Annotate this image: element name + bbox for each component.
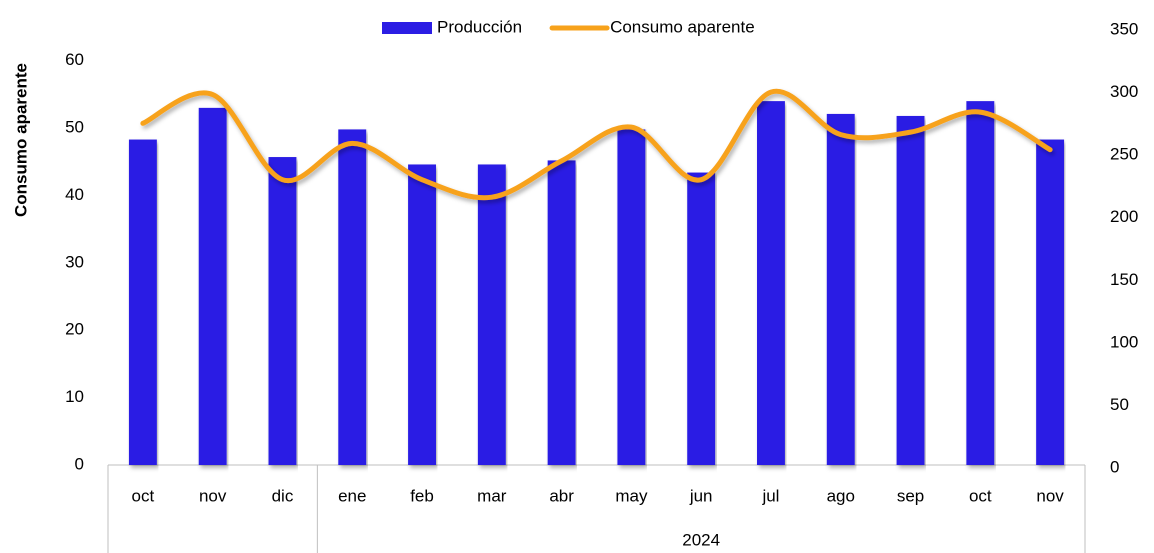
x-tick-label: feb — [410, 486, 434, 505]
y-tick-label: 30 — [65, 252, 84, 271]
bar — [198, 107, 227, 465]
bar — [687, 172, 716, 465]
x-tick-label: oct — [132, 486, 155, 505]
bar — [757, 101, 785, 465]
bar — [268, 157, 297, 465]
bar — [896, 115, 925, 465]
x-tick-label: jun — [689, 486, 713, 505]
y2-tick-label: 100 — [1110, 332, 1138, 351]
bar — [128, 139, 157, 466]
x-tick-label: jul — [761, 486, 779, 505]
bar — [408, 164, 436, 466]
legend-label: Producción — [437, 17, 522, 36]
x-tick-label: ene — [338, 486, 366, 505]
y2-tick-label: 50 — [1110, 395, 1129, 414]
y2-tick-label: 250 — [1110, 145, 1138, 164]
x-tick-label: nov — [199, 486, 227, 505]
group-label: 2024 — [682, 530, 720, 549]
bar — [966, 101, 995, 465]
bar — [826, 113, 855, 466]
bar — [547, 160, 576, 465]
x-tick-label: dic — [272, 486, 294, 505]
y-tick-label: 60 — [65, 50, 84, 69]
y-tick-label: 0 — [75, 454, 84, 473]
y-axis-title: Consumo aparente — [11, 63, 30, 217]
x-tick-label: abr — [549, 486, 574, 505]
bar — [477, 164, 506, 466]
y-tick-label: 10 — [65, 387, 84, 406]
y2-tick-label: 150 — [1110, 270, 1138, 289]
y-tick-label: 40 — [65, 185, 84, 204]
x-tick-label: mar — [477, 486, 507, 505]
x-tick-label: oct — [969, 486, 992, 505]
y-tick-label: 20 — [65, 320, 84, 339]
y2-tick-label: 0 — [1110, 457, 1119, 476]
line — [140, 88, 1053, 201]
y2-tick-label: 300 — [1110, 82, 1138, 101]
x-tick-label: nov — [1036, 486, 1064, 505]
y-tick-label: 50 — [65, 118, 84, 137]
x-tick-label: ago — [827, 486, 855, 505]
bar — [338, 129, 367, 465]
x-tick-label: sep — [897, 486, 924, 505]
legend-label: Consumo aparente — [610, 17, 755, 36]
y2-tick-label: 200 — [1110, 207, 1138, 226]
bar — [1036, 139, 1065, 466]
x-tick-label: may — [615, 486, 648, 505]
bar — [617, 129, 646, 465]
y2-tick-label: 350 — [1110, 19, 1138, 38]
legend-swatch — [382, 22, 432, 34]
